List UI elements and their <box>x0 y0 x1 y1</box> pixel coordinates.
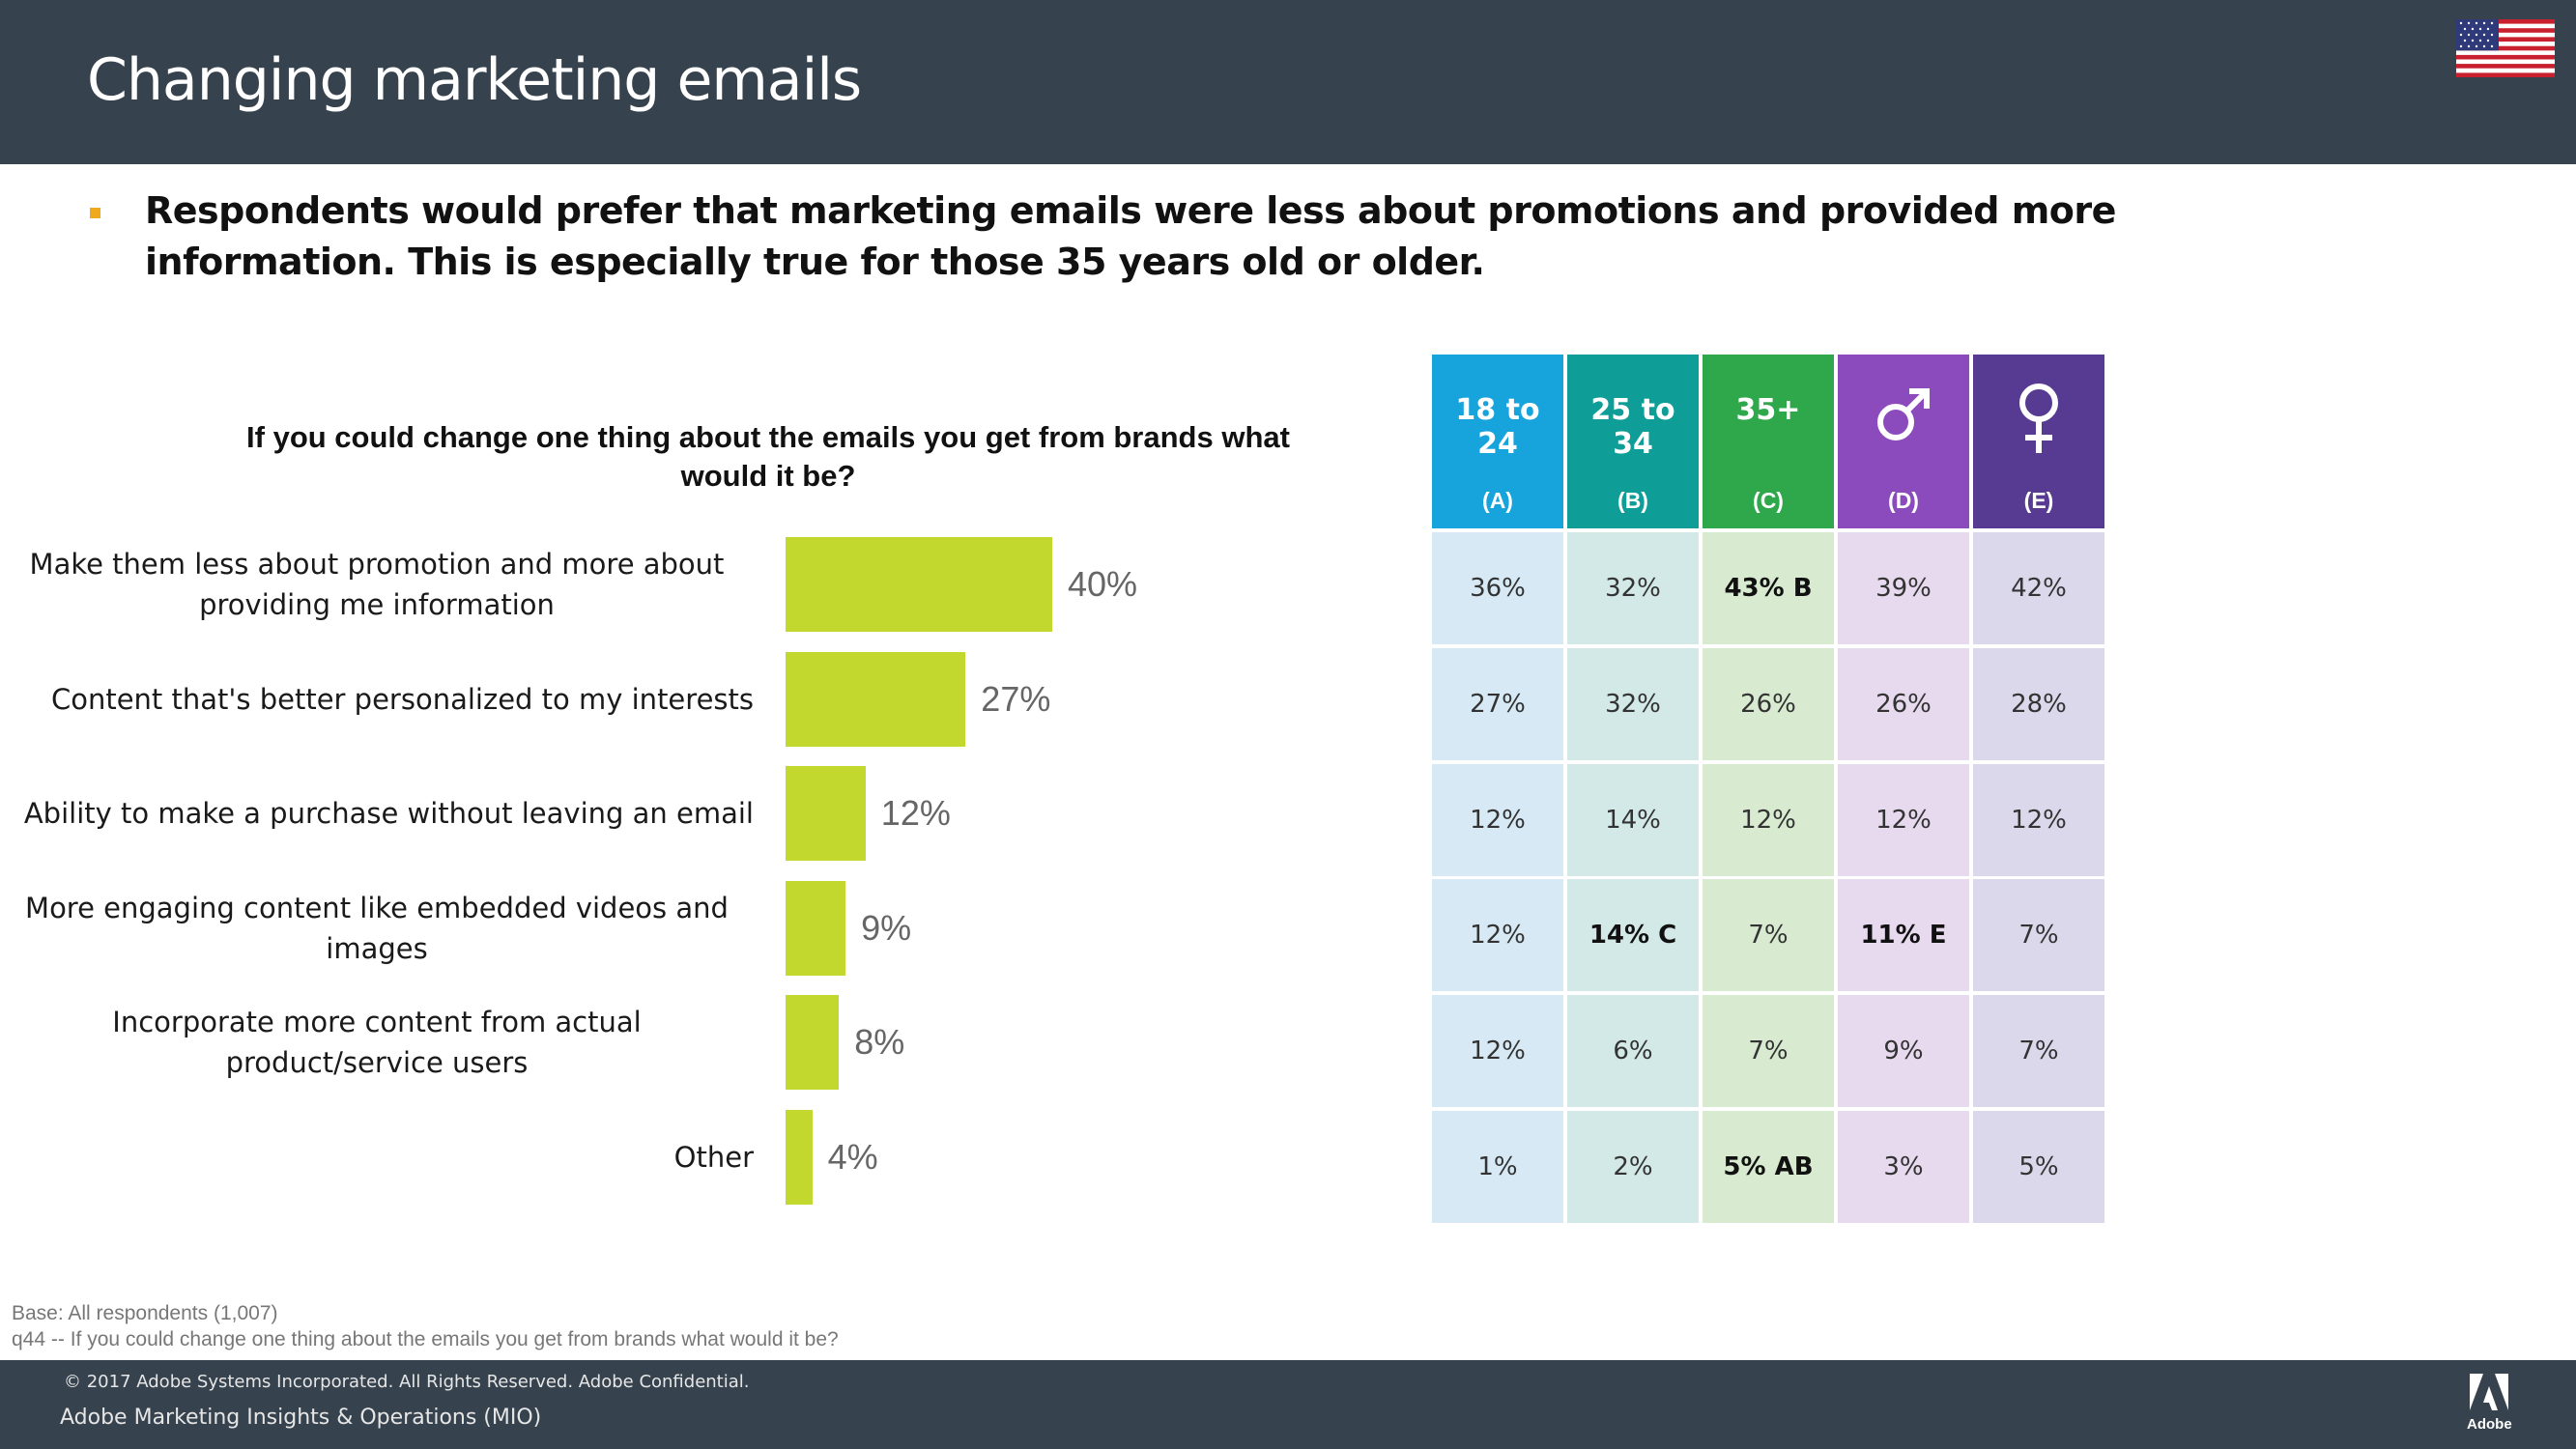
bar <box>786 880 846 976</box>
table-cell: 12% <box>1973 763 2104 876</box>
table-cell: 32% <box>1567 532 1699 644</box>
bar-value-label: 9% <box>861 907 912 948</box>
table-column-header: (E) <box>1973 355 2104 528</box>
table-column-header: 35+ (C) <box>1703 355 1834 528</box>
table-cell: 12% <box>1432 763 1563 876</box>
table-cell: 14% C <box>1567 879 1699 992</box>
table-cell: 26% <box>1703 647 1834 760</box>
copyright-text: © 2017 Adobe Systems Incorporated. All R… <box>64 1372 750 1392</box>
table-cell: 11% E <box>1838 879 1969 992</box>
table-cell: 14% <box>1567 763 1699 876</box>
table-cell: 6% <box>1567 995 1699 1108</box>
adobe-logo-icon <box>2470 1374 2508 1410</box>
bar <box>786 1109 813 1205</box>
header-bar: Changing marketing emails <box>0 0 2576 164</box>
column-header-label: 25 to 34 <box>1590 393 1675 461</box>
bar-value-label: 27% <box>981 678 1051 719</box>
table-cell: 7% <box>1973 995 2104 1108</box>
table-cell: 12% <box>1703 763 1834 876</box>
table-cell: 9% <box>1838 995 1969 1108</box>
question-footnote: q44 -- If you could change one thing abo… <box>12 1328 839 1350</box>
table-cell: 42% <box>1973 532 2104 644</box>
footer-bar <box>0 1360 2576 1449</box>
bar-category-label: Incorporate more content from actual pro… <box>112 1006 642 1079</box>
column-header-label: 18 to 24 <box>1455 393 1540 461</box>
table-cell: 7% <box>1973 879 2104 992</box>
bar-category-label: Ability to make a purchase without leavi… <box>23 797 754 830</box>
table-cell: 2% <box>1567 1111 1699 1223</box>
table-cell: 26% <box>1838 647 1969 760</box>
table-cell: 5% AB <box>1703 1111 1834 1223</box>
page-title: Changing marketing emails <box>87 46 862 114</box>
table-cell: 43% B <box>1703 532 1834 644</box>
table-column-header: 25 to 34 (B) <box>1567 355 1699 528</box>
table-column-header: (D) <box>1838 355 1969 528</box>
bullet-marker <box>90 208 100 218</box>
table-cell: 32% <box>1567 647 1699 760</box>
bar-value-label: 12% <box>880 793 951 833</box>
table-cell: 5% <box>1973 1111 2104 1223</box>
bar-category-label: More engaging content like embedded vide… <box>25 891 729 965</box>
bar-category-label: Content that's better personalized to my… <box>50 682 754 716</box>
table-cell: 7% <box>1703 879 1834 992</box>
us-flag-icon <box>2456 19 2555 77</box>
adobe-logo-text: Adobe <box>2467 1416 2512 1433</box>
column-header-letter: (C) <box>1753 488 1784 513</box>
chart-title: If you could change one thing about the … <box>246 420 1290 493</box>
base-footnote: Base: All respondents (1,007) <box>12 1302 278 1324</box>
column-header-label: 35+ <box>1735 393 1801 427</box>
table-cell: 12% <box>1432 995 1563 1108</box>
table-cell: 36% <box>1432 532 1563 644</box>
column-header-letter: (A) <box>1482 488 1513 513</box>
bar <box>786 995 840 1090</box>
bar <box>786 651 966 747</box>
column-header-letter: (E) <box>2023 488 2054 513</box>
table-cell: 27% <box>1432 647 1563 760</box>
table-cell: 12% <box>1432 879 1563 992</box>
table-cell: 39% <box>1838 532 1969 644</box>
table-cell: 1% <box>1432 1111 1563 1223</box>
headline-text: Respondents would prefer that marketing … <box>145 189 2116 283</box>
table-cell: 7% <box>1703 995 1834 1108</box>
table-cell: 12% <box>1838 763 1969 876</box>
bar-value-label: 8% <box>854 1022 905 1062</box>
org-text: Adobe Marketing Insights & Operations (M… <box>60 1406 542 1430</box>
bar-category-label: Make them less about promotion and more … <box>29 548 725 621</box>
column-header-letter: (D) <box>1888 488 1919 513</box>
table-cell: 28% <box>1973 647 2104 760</box>
bar <box>786 766 866 861</box>
table-column-header: 18 to 24 (A) <box>1432 355 1563 528</box>
table-cell: 3% <box>1838 1111 1969 1223</box>
bar <box>786 537 1052 632</box>
bar-category-label: Other <box>673 1140 754 1174</box>
column-header-letter: (B) <box>1617 488 1648 513</box>
bar-value-label: 40% <box>1068 564 1138 604</box>
bar-value-label: 4% <box>827 1136 878 1177</box>
